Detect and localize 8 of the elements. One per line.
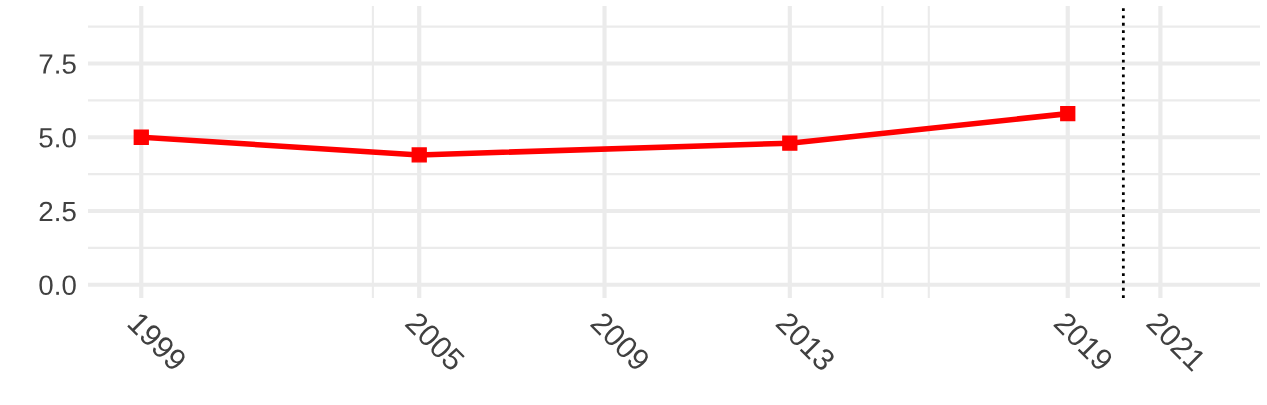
point [411, 147, 427, 163]
point [133, 129, 149, 145]
point [1060, 106, 1076, 122]
y-tick-label: 0.0 [39, 275, 76, 296]
y-tick-label: 2.5 [39, 201, 76, 222]
point [782, 135, 798, 151]
y-tick-label: 7.5 [39, 54, 76, 74]
y-tick-label: 5.0 [39, 127, 76, 148]
